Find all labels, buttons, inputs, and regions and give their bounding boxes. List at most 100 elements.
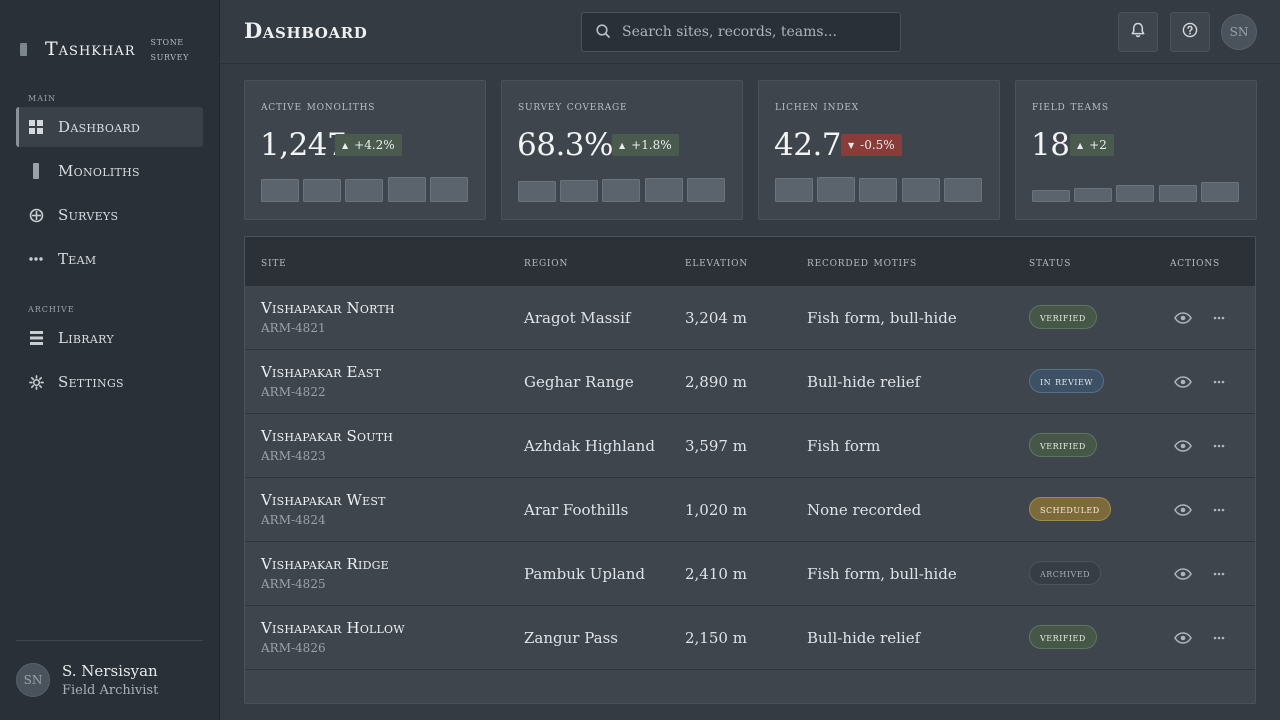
sidebar-item-monoliths[interactable]: Monoliths <box>16 151 203 191</box>
column-header-site[interactable]: Site <box>261 254 287 269</box>
search-box[interactable] <box>581 12 901 52</box>
page-title: Dashboard <box>244 18 368 43</box>
stat-delta-badge: ▲ +2 <box>1070 134 1114 156</box>
site-motifs: Fish form <box>807 437 881 455</box>
crosshair-icon <box>28 207 44 223</box>
help-button[interactable] <box>1170 12 1210 52</box>
stat-sparkline <box>518 178 725 202</box>
more-options-button[interactable] <box>1209 308 1229 328</box>
sidebar-item-dashboard[interactable]: Dashboard <box>16 107 203 147</box>
site-motifs: Bull-hide relief <box>807 629 921 647</box>
site-motifs: Fish form, bull-hide <box>807 309 957 327</box>
site-elevation: 2,890 m <box>685 373 747 391</box>
site-name[interactable]: Vishapakar Hollow <box>261 619 405 637</box>
site-elevation: 1,020 m <box>685 501 747 519</box>
view-button[interactable] <box>1173 372 1193 392</box>
table-row[interactable]: Vishapakar Ridge ARM-4825 Pambuk Upland … <box>245 542 1255 606</box>
site-motifs: None recorded <box>807 501 922 519</box>
brand-logo-icon <box>20 42 27 56</box>
site-name[interactable]: Vishapakar Ridge <box>261 555 389 573</box>
user-name: S. Nersisyan <box>62 662 158 680</box>
view-button[interactable] <box>1173 564 1193 584</box>
sidebar-item-label: Monoliths <box>58 162 140 180</box>
table-row[interactable]: Vishapakar East ARM-4822 Geghar Range 2,… <box>245 350 1255 414</box>
stat-sparkline <box>1032 182 1239 202</box>
eye-icon <box>1174 312 1192 324</box>
gear-icon <box>28 374 44 390</box>
view-button[interactable] <box>1173 628 1193 648</box>
table-body: Vishapakar North ARM-4821 Aragot Massif … <box>245 286 1255 670</box>
stat-sparkline <box>261 177 468 202</box>
stat-sparkline <box>775 177 982 202</box>
site-motifs: Bull-hide relief <box>807 373 921 391</box>
site-id: ARM-4821 <box>261 321 326 335</box>
site-name[interactable]: Vishapakar North <box>261 299 395 317</box>
status-badge: Verified <box>1029 433 1097 457</box>
site-region: Azhdak Highland <box>524 437 655 455</box>
more-options-button[interactable] <box>1209 564 1229 584</box>
more-options-button[interactable] <box>1209 372 1229 392</box>
eye-icon <box>1174 632 1192 644</box>
arrow-up-icon: ▲ <box>1077 140 1084 150</box>
sidebar-item-team[interactable]: Team <box>16 239 203 279</box>
site-id: ARM-4825 <box>261 577 326 591</box>
view-button[interactable] <box>1173 436 1193 456</box>
stat-card-active-monoliths: Active Monoliths 1,247 ▲ +4.2% <box>244 80 486 220</box>
site-elevation: 2,150 m <box>685 629 747 647</box>
column-header-motifs[interactable]: Recorded Motifs <box>807 254 917 269</box>
user-profile[interactable]: SN S. Nersisyan Field Archivist <box>16 662 158 698</box>
sidebar-item-settings[interactable]: Settings <box>16 362 203 402</box>
notifications-button[interactable] <box>1118 12 1158 52</box>
arrow-up-icon: ▲ <box>342 140 349 150</box>
status-badge: Archived <box>1029 561 1102 585</box>
status-badge: Scheduled <box>1029 497 1111 521</box>
header-avatar[interactable]: SN <box>1221 14 1257 50</box>
site-name[interactable]: Vishapakar South <box>261 427 394 445</box>
stat-delta: +2 <box>1089 138 1107 152</box>
brand-name: Tashkhar <box>45 38 136 60</box>
avatar: SN <box>16 663 50 697</box>
eye-icon <box>1174 568 1192 580</box>
nav-section-archive: Archive <box>28 302 75 315</box>
column-header-elevation[interactable]: Elevation <box>685 254 749 269</box>
stat-value: 18 <box>1031 127 1070 163</box>
table-row[interactable]: Vishapakar Hollow ARM-4826 Zangur Pass 2… <box>245 606 1255 670</box>
sidebar-item-surveys[interactable]: Surveys <box>16 195 203 235</box>
site-region: Geghar Range <box>524 373 634 391</box>
search-input[interactable] <box>622 24 882 40</box>
more-dots-icon <box>1213 572 1225 576</box>
sidebar-item-library[interactable]: Library <box>16 318 203 358</box>
table-row[interactable]: Vishapakar West ARM-4824 Arar Foothills … <box>245 478 1255 542</box>
stat-value: 68.3% <box>517 127 613 163</box>
column-header-status[interactable]: Status <box>1029 254 1072 269</box>
column-header-region[interactable]: Region <box>524 254 569 269</box>
status-badge: In Review <box>1029 369 1105 393</box>
table-row[interactable]: Vishapakar North ARM-4821 Aragot Massif … <box>245 286 1255 350</box>
site-id: ARM-4823 <box>261 449 326 463</box>
sidebar-item-label: Dashboard <box>58 118 141 136</box>
bell-icon <box>1131 22 1145 42</box>
site-name[interactable]: Vishapakar West <box>261 491 386 509</box>
more-options-button[interactable] <box>1209 500 1229 520</box>
stat-value: 1,247 <box>260 127 347 163</box>
site-motifs: Fish form, bull-hide <box>807 565 957 583</box>
nav-section-main: Main <box>28 91 57 104</box>
view-button[interactable] <box>1173 308 1193 328</box>
more-options-button[interactable] <box>1209 628 1229 648</box>
site-id: ARM-4822 <box>261 385 326 399</box>
more-dots-icon <box>1213 380 1225 384</box>
brand[interactable]: Tashkhar Stone Survey <box>20 34 189 64</box>
site-elevation: 3,597 m <box>685 437 747 455</box>
top-header: Dashboard SN <box>220 0 1280 64</box>
site-name[interactable]: Vishapakar East <box>261 363 382 381</box>
stack-icon <box>28 330 44 346</box>
status-badge: Verified <box>1029 625 1097 649</box>
view-button[interactable] <box>1173 500 1193 520</box>
more-options-button[interactable] <box>1209 436 1229 456</box>
site-id: ARM-4826 <box>261 641 326 655</box>
stat-label: Active Monoliths <box>261 98 376 113</box>
sidebar-item-label: Settings <box>58 373 124 391</box>
brand-subtitle: Stone Survey <box>151 34 189 64</box>
more-dots-icon <box>1213 636 1225 640</box>
table-row[interactable]: Vishapakar South ARM-4823 Azhdak Highlan… <box>245 414 1255 478</box>
